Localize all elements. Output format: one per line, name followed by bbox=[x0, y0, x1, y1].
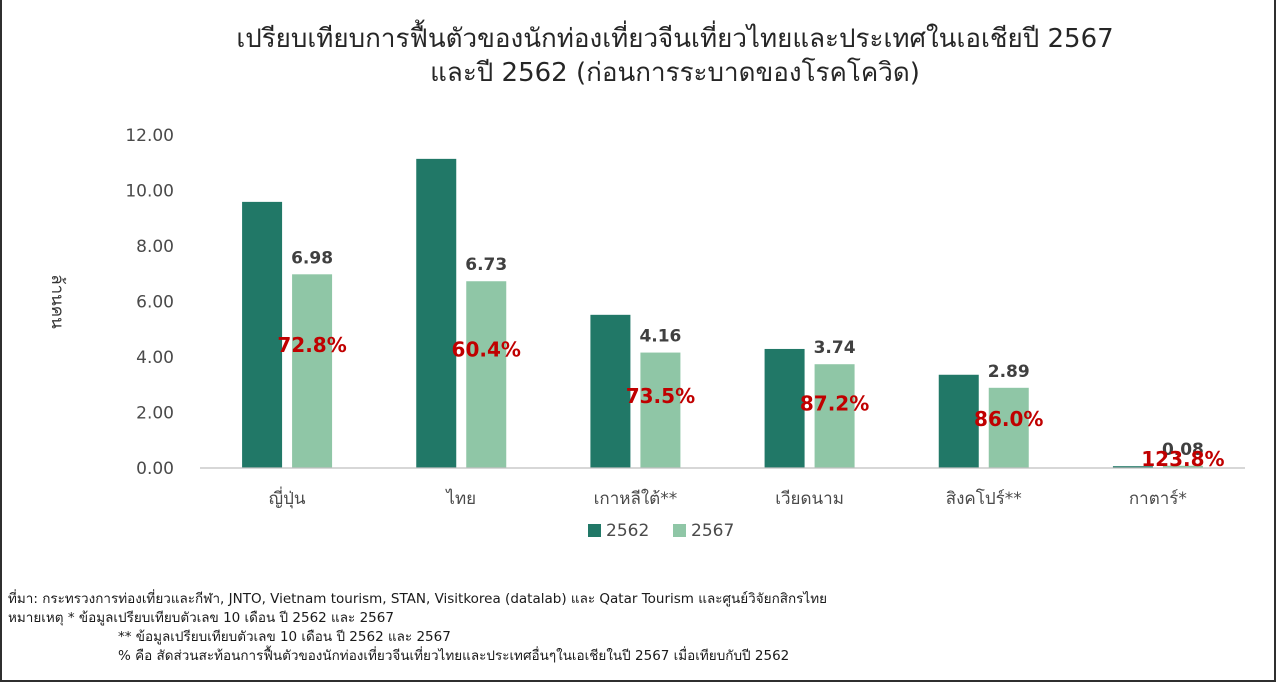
bars bbox=[242, 158, 1203, 469]
y-tick-label: 2.00 bbox=[136, 404, 174, 424]
value-label: 3.74 bbox=[814, 338, 856, 358]
value-label: 6.73 bbox=[465, 255, 507, 275]
legend-swatch-2562 bbox=[588, 524, 601, 537]
footnote-3: % คือ สัดส่วนสะท้อนการฟื้นตัวของนักท่องเ… bbox=[118, 648, 790, 664]
bar-2562 bbox=[764, 348, 805, 468]
legend-label-2562: 2562 bbox=[606, 521, 649, 541]
bar-2562 bbox=[938, 374, 979, 468]
bar-2567 bbox=[814, 364, 855, 468]
y-axis: 0.00 2.00 4.00 6.00 8.00 10.00 12.00 ล้านคน bbox=[47, 126, 174, 479]
chart-title: เปรียบเทียบการฟื้นตัวของนักท่องเที่ยวจีน… bbox=[150, 22, 1200, 90]
y-tick-label: 8.00 bbox=[136, 237, 174, 257]
bar-2567 bbox=[292, 274, 333, 468]
bar-2567 bbox=[466, 281, 507, 468]
footnote-1: หมายเหตุ * ข้อมูลเปรียบเทียบตัวเลข 10 เด… bbox=[8, 610, 394, 626]
data-labels: 6.98 72.8% 6.73 60.4% 4.16 73.5% 3.74 87.2% 2.89… bbox=[277, 248, 1224, 471]
bar-chart: 0.00 2.00 4.00 6.00 8.00 10.00 12.00 ล้านคน 6.9… bbox=[47, 126, 1245, 541]
recovery-label: 72.8% bbox=[277, 333, 346, 357]
bar-2567 bbox=[1162, 465, 1203, 468]
chart-notes: ที่มา: กระทรวงการท่องเที่ยวและกีฬา, JNTO… bbox=[8, 590, 827, 666]
legend-swatch-2567 bbox=[673, 524, 686, 537]
y-tick-label: 10.00 bbox=[125, 182, 174, 202]
bar-2562 bbox=[590, 314, 631, 468]
x-tick-label: เกาหลีใต้** bbox=[594, 488, 678, 509]
y-tick-label: 12.00 bbox=[125, 126, 174, 146]
y-tick-label: 6.00 bbox=[136, 293, 174, 313]
chart-title-line1: เปรียบเทียบการฟื้นตัวของนักท่องเที่ยวจีน… bbox=[236, 24, 1114, 54]
bar-2567 bbox=[640, 352, 681, 468]
x-tick-label: ญี่ปุ่น bbox=[269, 486, 306, 509]
bar-2562 bbox=[242, 201, 283, 468]
chart-title-line2: และปี 2562 (ก่อนการระบาดของโรคโควิด) bbox=[430, 58, 920, 88]
recovery-label: 87.2% bbox=[800, 392, 869, 416]
x-tick-label: ไทย bbox=[444, 488, 476, 509]
bar-2567 bbox=[988, 387, 1029, 468]
bar-2562 bbox=[416, 158, 457, 469]
legend-label-2567: 2567 bbox=[691, 521, 734, 541]
value-label: 6.98 bbox=[291, 248, 333, 268]
bar-2562 bbox=[1112, 466, 1153, 468]
recovery-label: 60.4% bbox=[452, 338, 521, 362]
x-tick-label: เวียดนาม bbox=[775, 489, 844, 509]
value-label: 0.08 bbox=[1162, 440, 1204, 460]
legend: 2562 2567 bbox=[588, 521, 734, 541]
recovery-label: 86.0% bbox=[974, 407, 1043, 431]
x-axis: ญี่ปุ่น ไทย เกาหลีใต้** เวียดนาม สิงคโปร์** ก… bbox=[200, 467, 1245, 509]
recovery-label: 123.8% bbox=[1141, 447, 1224, 471]
y-axis-title: ล้านคน bbox=[47, 274, 67, 329]
source-note: ที่มา: กระทรวงการท่องเที่ยวและกีฬา, JNTO… bbox=[8, 591, 828, 607]
x-tick-label: กาตาร์* bbox=[1129, 489, 1187, 509]
x-tick-label: สิงคโปร์** bbox=[946, 488, 1022, 509]
y-tick-label: 4.00 bbox=[136, 348, 174, 368]
recovery-label: 73.5% bbox=[626, 384, 695, 408]
value-label: 2.89 bbox=[988, 362, 1030, 382]
y-tick-label: 0.00 bbox=[136, 459, 174, 479]
value-label: 4.16 bbox=[639, 327, 681, 347]
footnote-2: ** ข้อมูลเปรียบเทียบตัวเลข 10 เดือน ปี 2… bbox=[118, 629, 451, 645]
